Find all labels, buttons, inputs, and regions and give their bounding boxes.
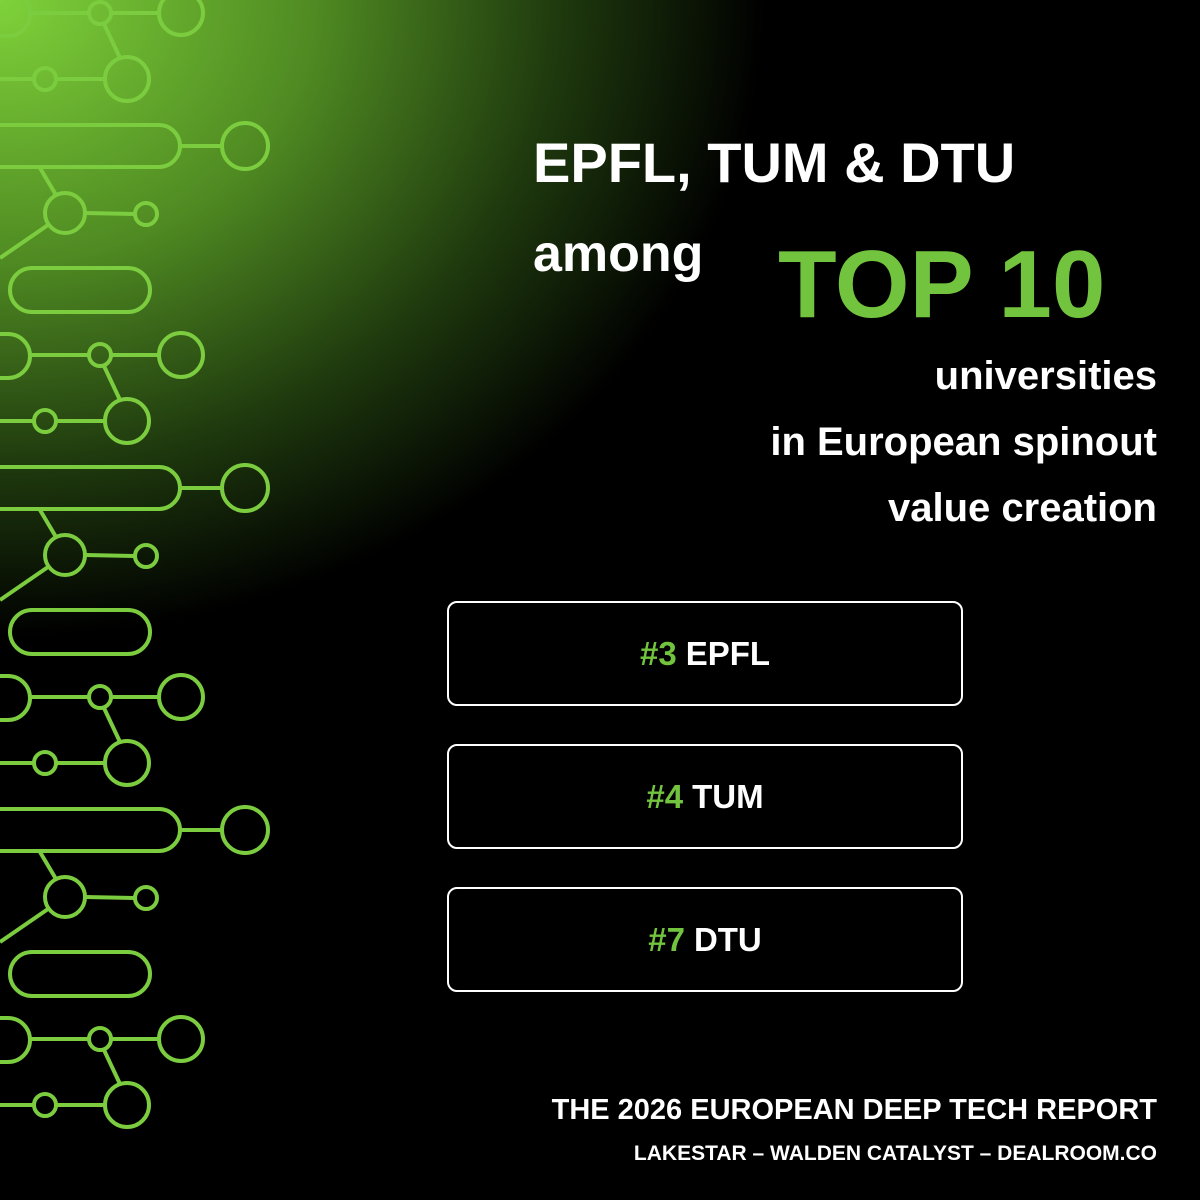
circuit-unit xyxy=(0,805,270,1129)
rank: #4 xyxy=(646,777,684,815)
headline-line: in European spinout xyxy=(770,420,1157,464)
university: EPFL xyxy=(685,634,771,672)
ranking-box: #4 TUM xyxy=(447,744,963,849)
report-title: THE 2026 EUROPEAN DEEP TECH REPORT xyxy=(551,1094,1157,1126)
headline: EPFL, TUM & DTU xyxy=(533,131,1016,194)
headline-line: value creation xyxy=(887,486,1157,530)
circuit-unit xyxy=(0,121,270,445)
university: DTU xyxy=(693,920,762,958)
ranking-box: #7 DTU xyxy=(447,887,963,992)
circuit-unit xyxy=(0,463,270,787)
rank: #7 xyxy=(648,920,685,958)
circuit-decoration xyxy=(0,0,270,1129)
rank: #3 xyxy=(639,634,677,672)
headline-prefix: among xyxy=(533,225,704,283)
headline-line: universities xyxy=(934,354,1157,398)
university: TUM xyxy=(692,777,764,815)
report-credits: LAKESTAR – WALDEN CATALYST – DEALROOM.CO xyxy=(633,1142,1157,1165)
headline-highlight: TOP 10 xyxy=(778,231,1106,338)
circuit-unit xyxy=(0,0,270,103)
ranking-box: #3 EPFL xyxy=(447,601,963,706)
